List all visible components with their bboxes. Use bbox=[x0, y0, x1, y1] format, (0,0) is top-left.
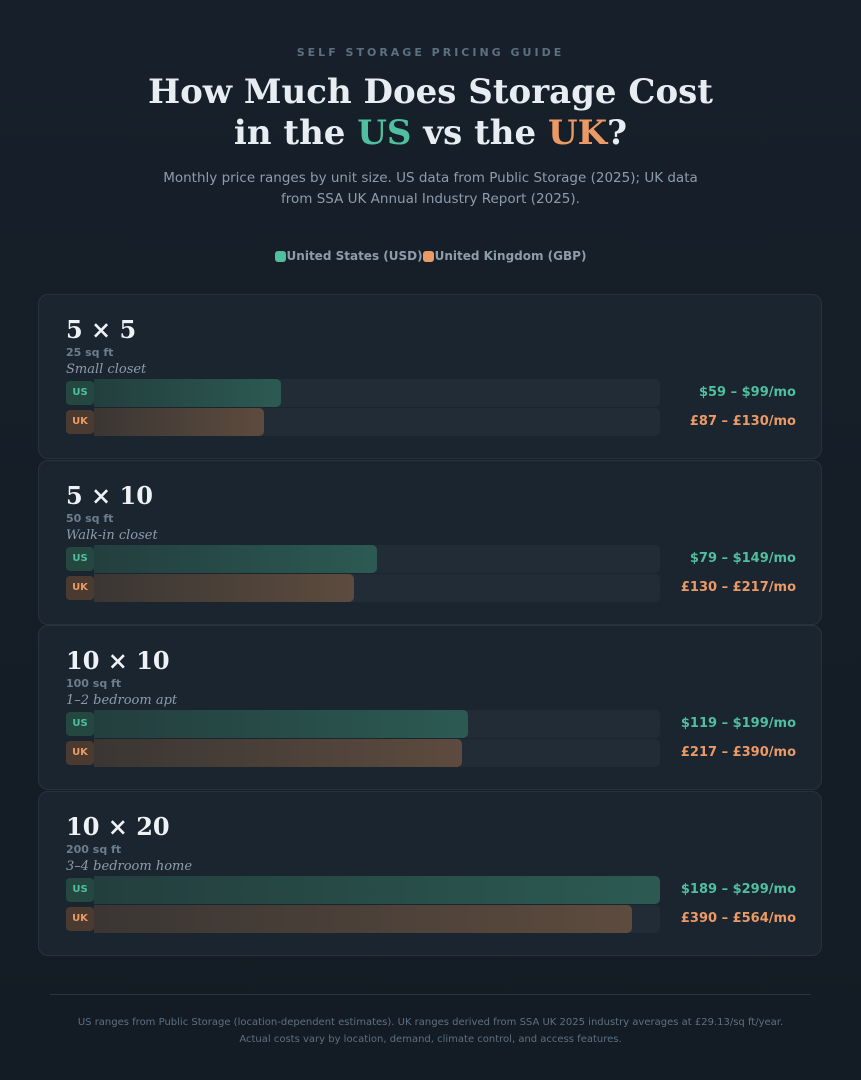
price-range-uk: £130 – £217/mo bbox=[680, 580, 796, 595]
bar-track-uk bbox=[94, 905, 660, 933]
unit-card: 10 × 10 100 sq ft 1–2 bedroom apt US $119 – … bbox=[38, 625, 822, 790]
title-vs-the: vs the bbox=[411, 113, 548, 153]
bar-us bbox=[94, 545, 377, 573]
legend: United States (USD) United Kingdom (GBP) bbox=[0, 249, 861, 263]
price-range-uk: £87 – £130/mo bbox=[689, 414, 796, 429]
subtitle: Monthly price ranges by unit size. US da… bbox=[163, 170, 698, 207]
price-row-uk: UK £87 – £130/mo bbox=[66, 408, 796, 436]
unit-size: 5 × 5 bbox=[66, 315, 137, 344]
country-badge-uk: UK bbox=[66, 741, 94, 765]
price-row-uk: UK £130 – £217/mo bbox=[66, 574, 796, 602]
price-row-us: US $59 – $99/mo bbox=[66, 379, 796, 407]
unit-description: 3–4 bedroom home bbox=[66, 859, 193, 874]
price-range-us: $119 – $199/mo bbox=[680, 716, 796, 731]
unit-card: 5 × 10 50 sq ft Walk-in closet US $79 – $149… bbox=[38, 460, 822, 625]
price-range-us: $59 – $99/mo bbox=[698, 385, 796, 400]
footer-line-2: Actual costs vary by location, demand, c… bbox=[239, 1034, 622, 1045]
legend-label-uk: United Kingdom (GBP) bbox=[434, 249, 587, 263]
legend-swatch-us bbox=[274, 250, 286, 262]
legend-swatch-uk bbox=[422, 250, 434, 262]
country-badge-us: US bbox=[66, 878, 94, 902]
bar-us bbox=[94, 876, 660, 904]
unit-sqft: 50 sq ft bbox=[66, 512, 114, 525]
bar-track-uk bbox=[94, 574, 660, 602]
legend-item-uk: United Kingdom (GBP) bbox=[422, 249, 587, 263]
unit-sqft: 25 sq ft bbox=[66, 346, 114, 359]
price-range-us: $79 – $149/mo bbox=[689, 551, 796, 566]
unit-description: Walk-in closet bbox=[66, 528, 158, 543]
bar-uk bbox=[94, 739, 462, 767]
legend-label-us: United States (USD) bbox=[286, 249, 423, 263]
title-uk: UK bbox=[547, 113, 608, 153]
country-badge-us: US bbox=[66, 712, 94, 736]
bar-track-uk bbox=[94, 408, 660, 436]
price-range-uk: £390 – £564/mo bbox=[680, 911, 796, 926]
price-row-uk: UK £390 – £564/mo bbox=[66, 905, 796, 933]
title-in-the: in the bbox=[233, 113, 358, 153]
bar-track-us bbox=[94, 710, 660, 738]
title-line-1: How Much Does Storage Cost bbox=[147, 72, 713, 112]
eyebrow-label: SELF STORAGE PRICING GUIDE bbox=[296, 46, 565, 59]
footer-note: US ranges from Public Storage (location-… bbox=[40, 1014, 821, 1048]
bar-track-uk bbox=[94, 739, 660, 767]
footer-line-1: US ranges from Public Storage (location-… bbox=[77, 1017, 784, 1028]
unit-description: Small closet bbox=[66, 362, 147, 377]
title-question-mark: ? bbox=[607, 113, 628, 153]
unit-card: 10 × 20 200 sq ft 3–4 bedroom home US $189 –… bbox=[38, 791, 822, 956]
bar-uk bbox=[94, 574, 354, 602]
unit-description: 1–2 bedroom apt bbox=[66, 693, 178, 708]
unit-sqft: 200 sq ft bbox=[66, 843, 122, 856]
price-row-uk: UK £217 – £390/mo bbox=[66, 739, 796, 767]
country-badge-uk: UK bbox=[66, 907, 94, 931]
country-badge-uk: UK bbox=[66, 576, 94, 600]
country-badge-us: US bbox=[66, 381, 94, 405]
price-range-uk: £217 – £390/mo bbox=[680, 745, 796, 760]
unit-size: 10 × 10 bbox=[66, 646, 170, 675]
unit-card: 5 × 5 25 sq ft Small closet US $59 – $99/mo U… bbox=[38, 294, 822, 459]
bar-uk bbox=[94, 408, 264, 436]
country-badge-uk: UK bbox=[66, 410, 94, 434]
page-title: How Much Does Storage Cost in the US vs … bbox=[0, 72, 861, 154]
price-row-us: US $119 – $199/mo bbox=[66, 710, 796, 738]
unit-sqft: 100 sq ft bbox=[66, 677, 122, 690]
bar-uk bbox=[94, 905, 632, 933]
unit-size: 10 × 20 bbox=[66, 812, 170, 841]
unit-size: 5 × 10 bbox=[66, 481, 153, 510]
bar-track-us bbox=[94, 876, 660, 904]
bar-track-us bbox=[94, 545, 660, 573]
price-range-us: $189 – $299/mo bbox=[680, 882, 796, 897]
bar-track-us bbox=[94, 379, 660, 407]
footer-divider bbox=[50, 994, 811, 995]
bar-us bbox=[94, 710, 468, 738]
bar-us bbox=[94, 379, 281, 407]
legend-item-us: United States (USD) bbox=[274, 249, 423, 263]
price-row-us: US $79 – $149/mo bbox=[66, 545, 796, 573]
price-row-us: US $189 – $299/mo bbox=[66, 876, 796, 904]
country-badge-us: US bbox=[66, 547, 94, 571]
title-us: US bbox=[357, 113, 412, 153]
